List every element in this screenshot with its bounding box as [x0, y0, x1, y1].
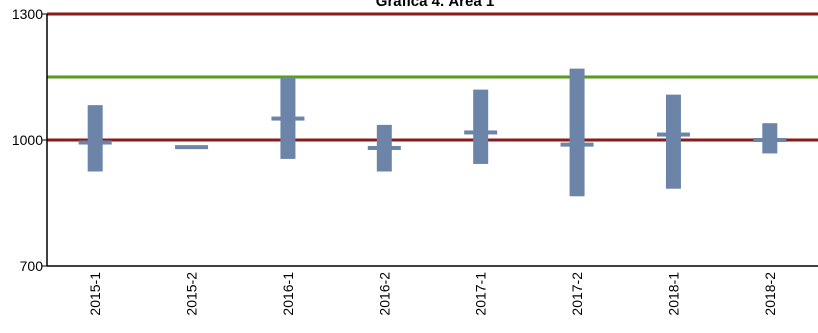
mean-marker — [560, 142, 594, 147]
bars — [78, 68, 787, 197]
range-bar — [87, 105, 103, 172]
x-tick-label: 2015-2 — [184, 272, 200, 316]
y-ticks: 700 1000 1300 — [12, 6, 47, 274]
x-ticks: 2015-1 2015-2 2016-1 2016-2 2017-1 2017-2 2018… — [87, 272, 778, 316]
range-bar — [665, 94, 681, 189]
chart-title: Gráfica 4. Área 1 — [376, 0, 494, 10]
mean-marker — [464, 130, 498, 135]
mean-marker — [367, 145, 401, 150]
x-tick-label: 2015-1 — [87, 272, 103, 316]
x-tick-label: 2017-2 — [569, 272, 585, 316]
x-tick-label: 2016-2 — [376, 272, 392, 316]
range-bar — [473, 89, 489, 164]
y-tick-label: 1000 — [12, 132, 43, 148]
mean-marker — [78, 140, 112, 145]
y-tick-label: 1300 — [12, 6, 43, 22]
x-tick-label: 2017-1 — [473, 272, 489, 316]
mean-marker — [753, 138, 787, 142]
y-tick-label: 700 — [20, 258, 44, 274]
mean-marker — [271, 116, 305, 121]
x-tick-label: 2016-1 — [280, 272, 296, 316]
mean-marker — [175, 145, 209, 150]
x-tick-label: 2018-1 — [665, 272, 681, 316]
reference-lines — [47, 12, 818, 142]
range-bar — [569, 68, 585, 197]
mean-marker — [656, 132, 690, 137]
x-tick-label: 2018-2 — [762, 272, 778, 316]
